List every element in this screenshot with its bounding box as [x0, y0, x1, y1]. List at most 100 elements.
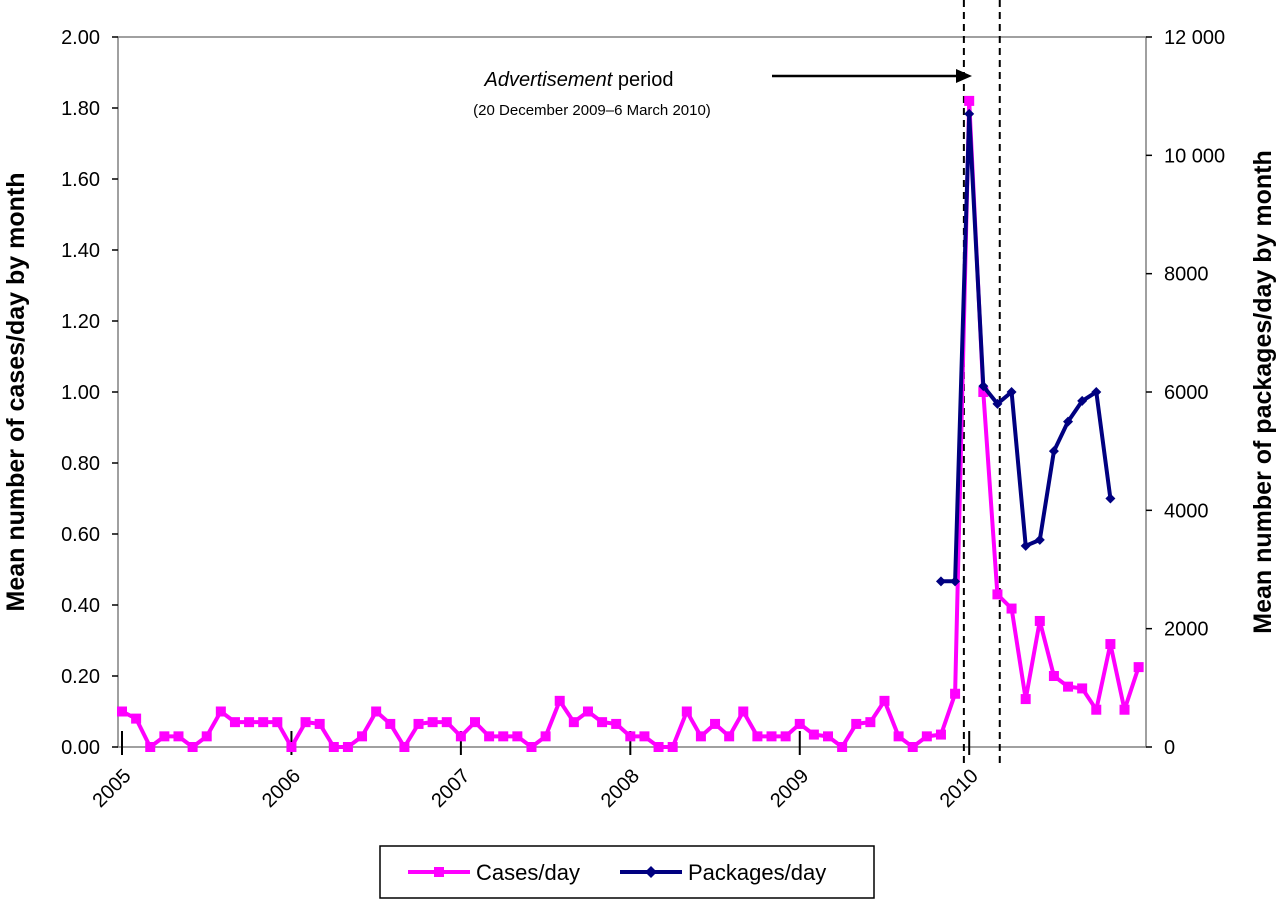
cases-day-point [385, 718, 396, 729]
legend-cases-label: Cases/day [476, 860, 580, 885]
cases-day-point [455, 731, 466, 742]
cases-day-point [865, 717, 876, 728]
cases-day-point [964, 95, 975, 106]
cases-day-point [582, 706, 593, 717]
cases-day-point [710, 718, 721, 729]
packages-day-point [1048, 446, 1059, 457]
cases-day-point [427, 717, 438, 728]
packages-day-point [1034, 534, 1045, 545]
right-axis-title: Mean number of packages/day by month [1249, 150, 1277, 633]
cases-day-point [978, 387, 989, 397]
cases-day-point [681, 706, 692, 717]
packages-day-point [1077, 395, 1088, 406]
left-tick-label: 0.40 [61, 595, 100, 617]
cases-day-point [484, 731, 495, 742]
cases-day-point [244, 717, 255, 728]
cases-day-point [794, 718, 805, 729]
cases-day-point [272, 717, 283, 728]
cases-day-point [498, 731, 509, 742]
cases-day-point [413, 718, 424, 729]
right-tick-label: 8000 [1164, 264, 1209, 286]
left-tick-label: 1.40 [61, 240, 100, 262]
cases-day-point [1133, 662, 1144, 673]
cases-day-point [399, 742, 410, 752]
packages-day-point [935, 576, 946, 587]
cases-day-point [950, 688, 961, 699]
cases-day-point [1091, 704, 1102, 715]
cases-day-point [738, 706, 749, 717]
cases-day-point [512, 731, 523, 742]
cases-day-point [201, 731, 212, 742]
left-tick-label: 0.20 [61, 666, 100, 688]
cases-day-point [837, 742, 848, 752]
cases-day-point [1119, 704, 1130, 715]
cases-day-point [540, 731, 551, 742]
cases-day-point [258, 717, 269, 728]
packages-day-point [1105, 493, 1116, 504]
cases-day-point [597, 717, 608, 728]
cases-day-point [695, 731, 706, 742]
annotation-title: Advertisement period [484, 69, 674, 91]
right-tick-label: 0 [1164, 737, 1175, 759]
annotation-subtitle: (20 December 2009–6 March 2010) [473, 102, 711, 119]
cases-day-point [1020, 694, 1031, 705]
cases-day-point [215, 706, 226, 717]
packages-day-point [964, 108, 975, 119]
cases-day-point [314, 718, 325, 729]
cases-day-point [470, 717, 480, 728]
right-tick-label: 10 000 [1164, 145, 1225, 167]
cases-day-point [371, 706, 382, 717]
packages-day-point [1006, 387, 1017, 397]
packages-day-point [1063, 416, 1074, 427]
cases-day-point [935, 729, 946, 740]
cases-day-point [145, 742, 156, 752]
cases-day-point [286, 742, 297, 752]
cases-day-point [1105, 639, 1116, 650]
packages-day-point [1020, 540, 1031, 551]
cases-day-point [611, 718, 622, 729]
right-tick-label: 6000 [1164, 382, 1209, 404]
cases-day-point [893, 731, 904, 742]
cases-day-point [441, 717, 452, 728]
cases-day-point [117, 706, 127, 717]
cases-day-point [752, 731, 763, 742]
cases-day-point [300, 717, 311, 728]
cases-day-point [808, 729, 819, 740]
cases-day-point [568, 717, 579, 728]
right-axis-ticks: 0 2000 4000 6000 8000 10 000 12 000 [1146, 27, 1225, 759]
cases-day-point [1077, 683, 1088, 694]
left-tick-label: 1.60 [61, 169, 100, 191]
cases-day-point [639, 731, 650, 742]
x-tick-label: 2009 [766, 765, 813, 812]
right-tick-label: 12 000 [1164, 27, 1225, 49]
plot-area [117, 36, 1147, 748]
cases-day-point [879, 695, 890, 706]
cases-day-point [1048, 671, 1059, 681]
x-tick-label: 2005 [89, 765, 136, 812]
x-tick-label: 2006 [258, 765, 305, 812]
cases-day-point [173, 731, 184, 742]
left-tick-label: 0.80 [61, 453, 100, 475]
left-tick-label: 1.00 [61, 382, 100, 404]
cases-day-point [342, 742, 353, 752]
packages-day-point [978, 381, 989, 392]
annotation-title-italic: Advertisement [484, 69, 614, 91]
x-tick-label: 2007 [427, 765, 474, 812]
cases-day-point [667, 742, 678, 752]
annotation-arrowhead [956, 69, 972, 83]
left-tick-label: 2.00 [61, 27, 100, 49]
legend-packages-marker [645, 866, 657, 878]
cases-day-point [554, 695, 565, 706]
legend-cases-marker [434, 867, 444, 877]
advertisement-period-lines [962, 0, 1001, 767]
left-tick-label: 0.00 [61, 737, 100, 759]
right-tick-label: 2000 [1164, 619, 1209, 641]
left-tick-label: 1.80 [61, 98, 100, 120]
left-tick-label: 0.60 [61, 524, 100, 546]
x-tick-label: 2008 [597, 765, 644, 812]
right-tick-label: 4000 [1164, 500, 1209, 522]
cases-day-point [851, 718, 862, 729]
packages-day-point [950, 576, 961, 587]
cases-day-point [131, 713, 142, 724]
